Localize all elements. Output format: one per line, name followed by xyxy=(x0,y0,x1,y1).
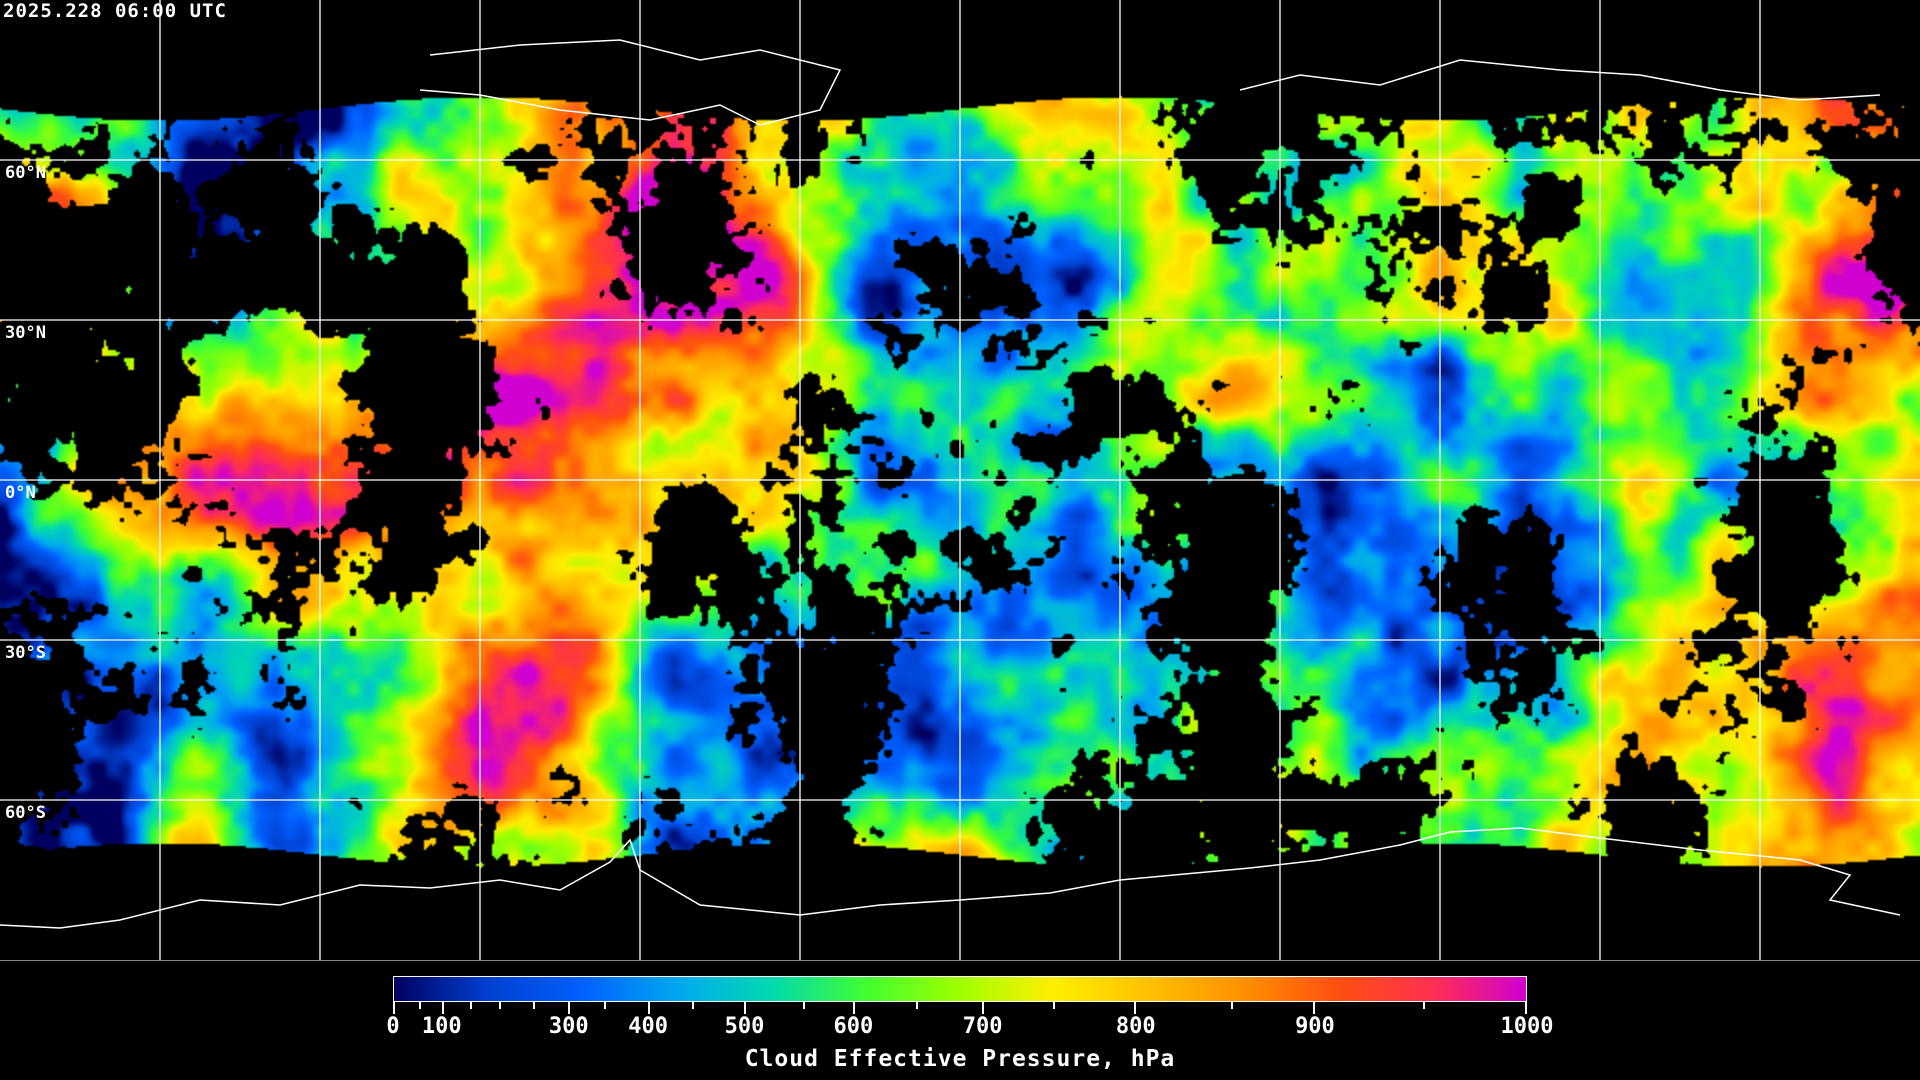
colorbar-tick-label: 400 xyxy=(628,1014,669,1039)
coastline-antarctica xyxy=(0,827,1901,929)
colorbar-tick-label: 900 xyxy=(1295,1014,1335,1039)
lat-label-30n: 30°N xyxy=(5,323,46,343)
colorbar xyxy=(393,976,1527,1002)
lat-label-0n: 0°N xyxy=(5,483,36,503)
colorbar-title: Cloud Effective Pressure, hPa xyxy=(744,1046,1176,1072)
colorbar-tick xyxy=(1230,1002,1233,1009)
cloud-pressure-map: 2025.228 06:00 UTC 60°N 30°N 0°N 30°S 60… xyxy=(0,0,1920,961)
colorbar-tick xyxy=(419,1002,422,1009)
colorbar-tick-label: 0 xyxy=(386,1014,400,1039)
colorbar-tick xyxy=(393,1002,395,1014)
lat-label-30s: 30°S xyxy=(5,643,46,663)
colorbar-tick-label: 1000 xyxy=(1500,1014,1554,1039)
colorbar-tick xyxy=(568,1002,571,1014)
colorbar-tick xyxy=(1525,1002,1527,1014)
colorbar-tick xyxy=(647,1002,650,1014)
colorbar-tick xyxy=(469,1002,472,1009)
colorbar-tick xyxy=(1052,1002,1055,1009)
timestamp: 2025.228 06:00 UTC xyxy=(3,0,227,22)
colorbar-tick xyxy=(743,1002,746,1014)
colorbar-tick xyxy=(499,1002,502,1009)
colorbar-tick-label: 800 xyxy=(1115,1014,1156,1039)
colorbar-tick xyxy=(1423,1002,1426,1009)
colorbar-tick-label: 100 xyxy=(421,1014,462,1039)
colorbar-tick xyxy=(691,1002,694,1009)
colorbar-tick xyxy=(441,1002,444,1014)
lat-label-60n: 60°N xyxy=(5,163,46,183)
colorbar-tick-label: 300 xyxy=(548,1014,589,1039)
colorbar-tick xyxy=(1313,1002,1316,1014)
colorbar-tick xyxy=(802,1002,805,1009)
colorbar-tick xyxy=(915,1002,918,1009)
colorbar-tick-label: 500 xyxy=(724,1014,765,1039)
colorbar-tick xyxy=(852,1002,855,1014)
map-gridlines xyxy=(0,0,1920,960)
colorbar-tick-label: 700 xyxy=(962,1014,1003,1039)
colorbar-tick xyxy=(981,1002,984,1014)
colorbar-tick xyxy=(603,1002,606,1009)
lat-label-60s: 60°S xyxy=(5,803,46,823)
colorbar-tick xyxy=(533,1002,536,1009)
colorbar-tick-label: 600 xyxy=(833,1014,874,1039)
colorbar-ticks xyxy=(393,1002,1527,1014)
coastline-greenland xyxy=(419,39,842,126)
coastline-siberia xyxy=(1239,59,1881,101)
colorbar-tick xyxy=(1134,1002,1137,1014)
